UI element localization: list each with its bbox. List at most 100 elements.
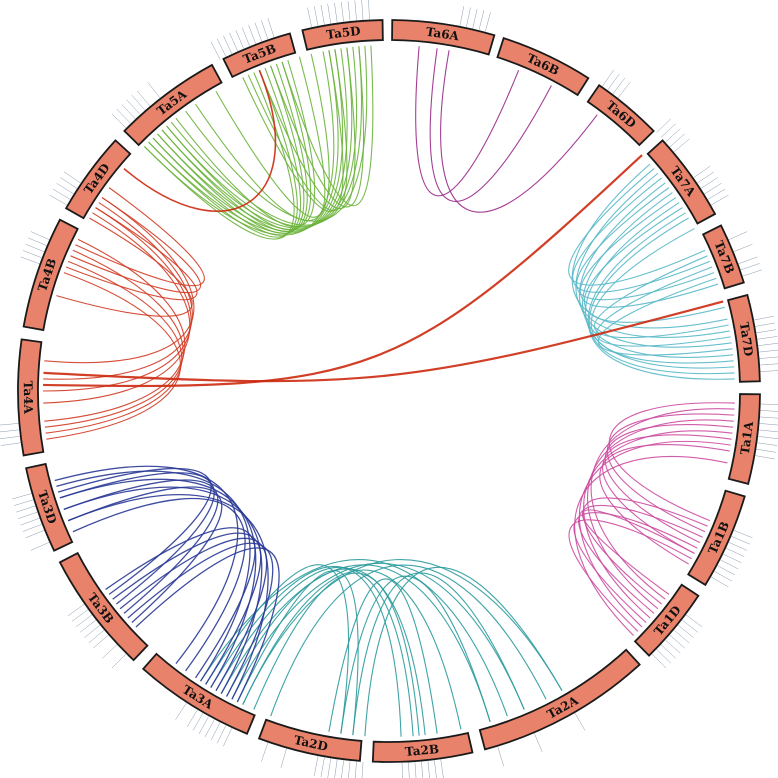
chromosome-segment-ta5d[interactable] (301, 19, 384, 51)
chromosome-segment-ta1b[interactable] (687, 489, 746, 587)
gene-tick (186, 709, 198, 728)
gene-tick (720, 559, 739, 570)
chromosome-segment-ta7b[interactable] (701, 224, 745, 290)
chromosome-segment-ta3a[interactable] (141, 652, 256, 735)
gene-tick (0, 436, 20, 440)
gene-tick (92, 634, 109, 649)
chromosome-segment-ta1d[interactable] (633, 583, 700, 657)
gene-tick (758, 349, 778, 353)
chromosome-segment-ta3b[interactable] (58, 551, 149, 662)
synteny-link (57, 467, 212, 595)
synteny-link (270, 564, 547, 717)
chromosome-segment-ta5a[interactable] (123, 63, 223, 147)
chromosome-segment-ta6a[interactable] (391, 19, 496, 56)
gene-tick (660, 123, 676, 138)
chromosome-segment-ta4a[interactable] (17, 338, 45, 457)
gene-tick (738, 256, 758, 265)
synteny-link (590, 228, 734, 364)
gene-tick (534, 733, 543, 752)
gene-tick (14, 499, 34, 506)
gene-tick (472, 8, 478, 29)
gene-tick (421, 761, 424, 778)
chromosome-segment-ta6d[interactable] (586, 83, 655, 147)
synteny-link (578, 505, 703, 614)
gene-tick (30, 542, 50, 551)
chromosome-segment-ta2b[interactable] (371, 731, 474, 763)
chromosome-segment-ta4b[interactable] (22, 218, 79, 332)
gene-tick (327, 3, 332, 24)
gene-tick (759, 423, 778, 426)
gene-tick (0, 429, 20, 433)
gene-tick (707, 188, 726, 200)
gene-tick (341, 760, 344, 778)
synteny-link (572, 177, 711, 293)
synteny-link (571, 163, 728, 329)
gene-tick (111, 113, 127, 129)
gene-tick (25, 243, 45, 252)
synteny-link (67, 486, 223, 624)
synteny-link (59, 472, 215, 605)
gene-tick (147, 81, 161, 99)
synteny-link (231, 562, 525, 710)
gene-tick (665, 128, 681, 143)
gene-tick (497, 746, 504, 766)
chromosome-label: Ta1A (738, 420, 756, 455)
gene-tick (63, 171, 81, 184)
synteny-link (429, 48, 552, 202)
gene-tick (313, 6, 319, 26)
gene-tick (216, 725, 227, 744)
chromosome-segment-ta3d[interactable] (25, 462, 74, 552)
chromosome-label: Ta2B (404, 742, 439, 759)
chromosome-ring: Ta1ATa1BTa1DTa2ATa2BTa2DTa3ATa3BTa3DTa4A… (17, 19, 761, 763)
synteny-link (220, 564, 491, 723)
chromosome-segment-ta2d[interactable] (257, 718, 363, 762)
synteny-link (236, 570, 359, 736)
synteny-link (253, 572, 420, 736)
gene-tick (241, 27, 250, 47)
gene-tick (711, 576, 729, 588)
chromosome-segment-ta7d[interactable] (726, 293, 761, 383)
gene-tick (660, 644, 676, 659)
gene-tick (111, 653, 127, 669)
synteny-link (247, 49, 348, 211)
gene-tick (88, 629, 105, 644)
gene-tick (75, 614, 93, 628)
chromosome-segment-ta2a[interactable] (478, 648, 641, 751)
gene-tick (711, 194, 729, 206)
synteny-link (608, 402, 735, 522)
gene-tick (757, 442, 778, 446)
synteny-link (599, 444, 730, 565)
gene-tick (656, 649, 672, 664)
synteny-link (242, 559, 563, 705)
gene-tick (216, 38, 227, 57)
synteny-link (582, 497, 708, 605)
synteny-link (205, 564, 350, 734)
synteny-link (210, 566, 402, 737)
gene-tick (728, 542, 748, 551)
gene-tick (760, 370, 778, 372)
chromosome-segment-ta1a[interactable] (727, 393, 761, 485)
chromosome-segment-ta7a[interactable] (646, 139, 717, 225)
synteny-link (135, 547, 280, 703)
chromosome-label: Ta7D (737, 321, 756, 357)
chromosome-segment-ta4d[interactable] (64, 139, 132, 220)
gene-tick (697, 171, 715, 184)
chromosome-segment-ta6b[interactable] (496, 37, 590, 97)
gene-tick (204, 719, 215, 738)
gene-tick (22, 524, 42, 532)
chromosome-segment-ta5b[interactable] (222, 32, 297, 79)
gene-tick (0, 442, 21, 446)
gene-tick (248, 24, 256, 44)
synteny-link (583, 430, 733, 619)
gene-tick (261, 20, 269, 40)
chromosome-label: Ta4A (21, 381, 36, 415)
synteny-link (44, 197, 195, 364)
gene-tick (669, 133, 686, 148)
gene-tick (20, 517, 40, 526)
synteny-link (75, 187, 205, 287)
synteny-link (568, 519, 692, 632)
synteny-link (594, 255, 729, 339)
gene-tick (723, 553, 742, 564)
synteny-link (573, 512, 698, 623)
gene-tick (757, 336, 778, 340)
